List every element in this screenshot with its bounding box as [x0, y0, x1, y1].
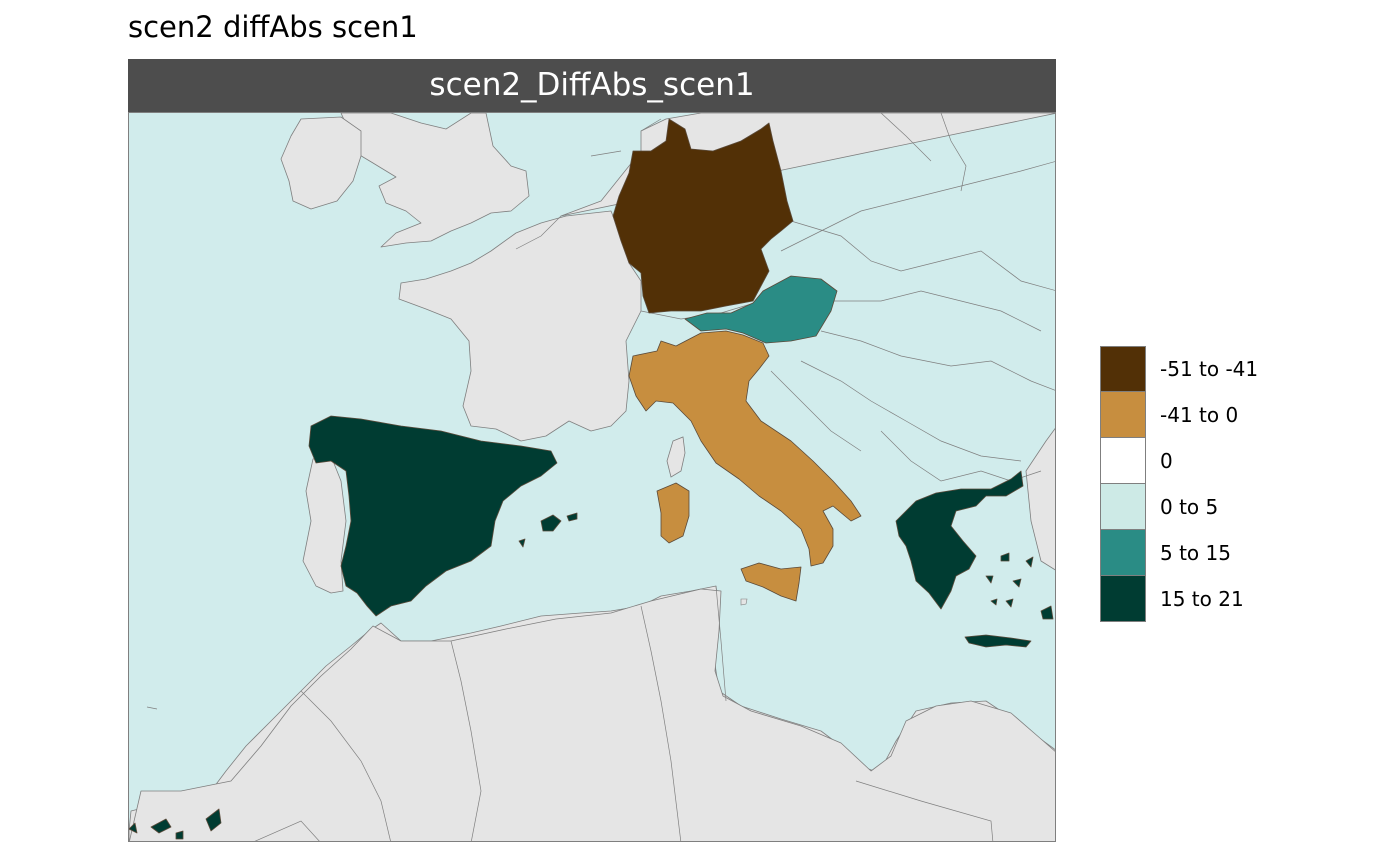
land-corsica [666, 436, 686, 478]
land-north-africa [129, 588, 1055, 841]
land-ireland [280, 116, 362, 210]
region-greece [895, 470, 1024, 610]
legend-label: -41 to 0 [1160, 403, 1239, 427]
legend-swatch [1100, 346, 1146, 392]
region-mallorca [540, 514, 562, 532]
region-crete [964, 634, 1032, 648]
legend-label: 0 to 5 [1160, 495, 1219, 519]
legend-swatch [1100, 484, 1146, 530]
land-tunisia-islands [740, 598, 748, 606]
region-austria [684, 275, 838, 344]
region-sardinia [656, 482, 690, 544]
legend-swatch [1100, 392, 1146, 438]
region-canary-islands [129, 808, 222, 840]
legend-label: -51 to -41 [1160, 357, 1259, 381]
region-sicily [740, 562, 802, 602]
legend-label: 5 to 15 [1160, 541, 1231, 565]
legend-label: 15 to 21 [1160, 587, 1244, 611]
legend-swatch [1100, 576, 1146, 622]
region-italy [628, 330, 862, 567]
legend-swatch [1100, 438, 1146, 484]
map-canvas [129, 113, 1055, 841]
chart-title: scen2 diffAbs scen1 [128, 10, 418, 44]
land-portugal [302, 455, 347, 594]
region-germany [612, 118, 794, 314]
land-great-britain [340, 113, 530, 248]
legend-swatch [1100, 530, 1146, 576]
region-spain [308, 415, 558, 617]
region-greek-islands [985, 552, 1054, 620]
legend-label: 0 [1160, 449, 1173, 473]
region-ibiza [518, 538, 526, 548]
facet-strip-label: scen2_DiffAbs_scen1 [128, 59, 1056, 112]
region-menorca [566, 512, 578, 522]
map-panel [128, 112, 1056, 842]
land-france [398, 210, 642, 442]
